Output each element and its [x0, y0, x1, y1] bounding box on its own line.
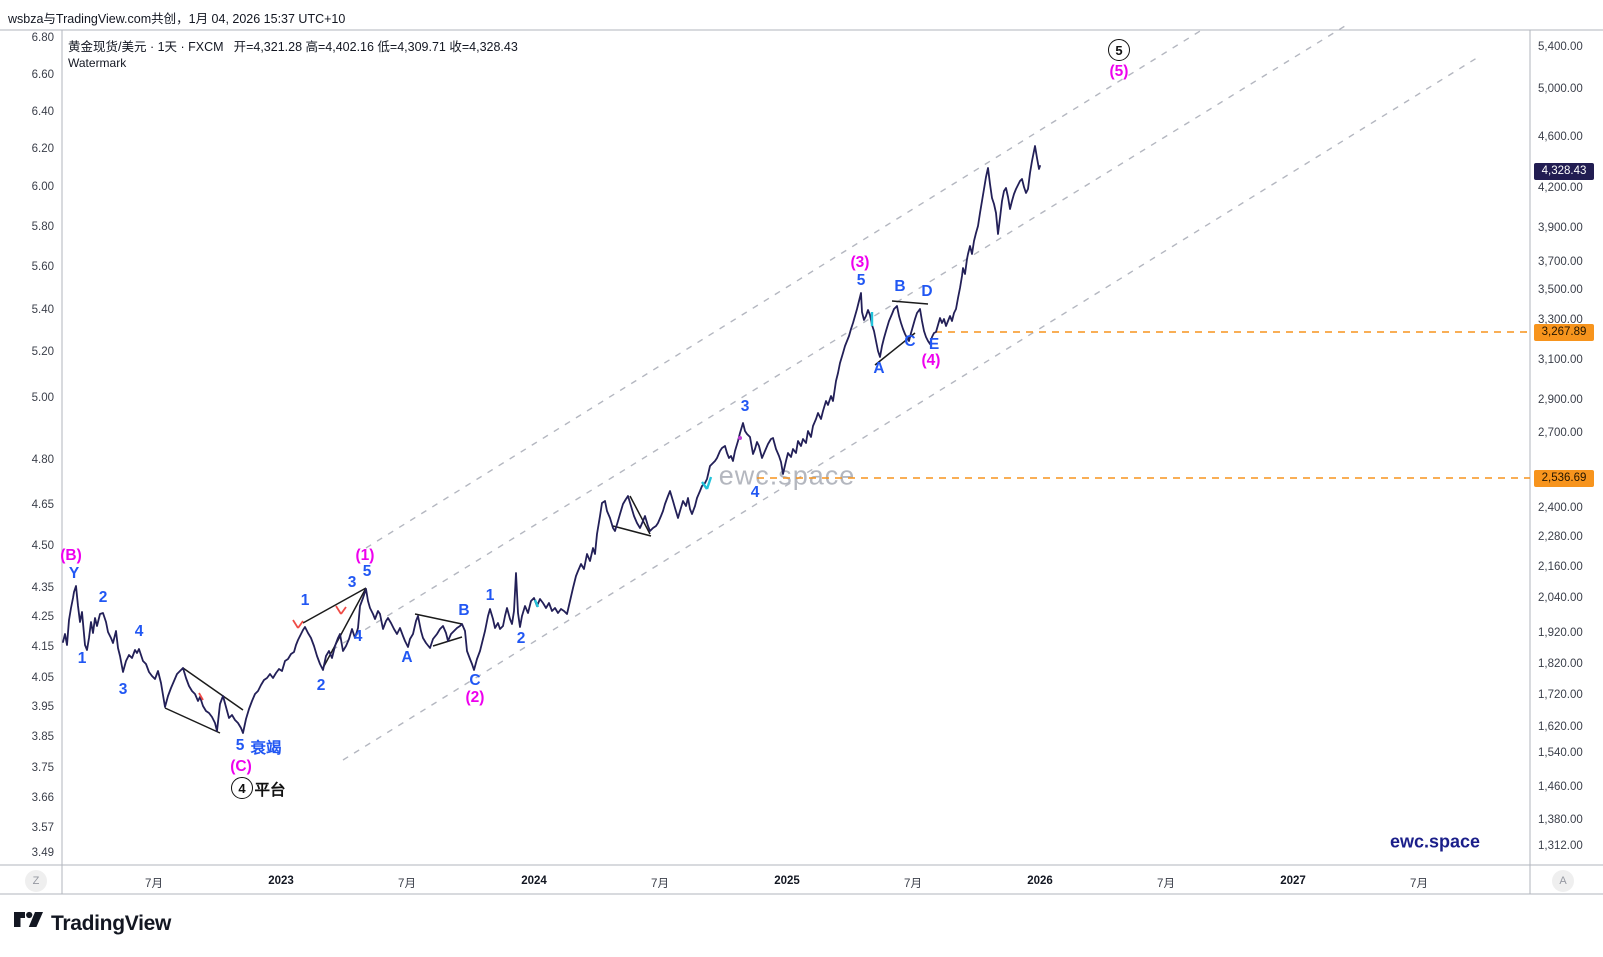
left-axis-tick: 3.85 [31, 731, 54, 743]
left-axis-tick: 4.80 [31, 454, 54, 466]
right-axis-tick: 1,540.00 [1538, 747, 1583, 759]
left-axis-tick: 6.80 [31, 32, 54, 44]
time-axis-tick: 2026 [1027, 875, 1053, 887]
red-candle-mark [292, 619, 299, 629]
red-candle-mark [297, 620, 304, 629]
right-axis-tick: 2,040.00 [1538, 592, 1583, 604]
time-axis-tick: 7月 [1410, 878, 1428, 890]
trend-channel-dashed-line[interactable] [331, 25, 1346, 651]
right-axis-tick: 3,100.00 [1538, 354, 1583, 366]
time-axis-tick: 2023 [268, 875, 294, 887]
left-axis-tick: 4.50 [31, 540, 54, 552]
cyan-candle-mark [533, 599, 540, 608]
right-axis-tick: 3,700.00 [1538, 256, 1583, 268]
right-axis-tick: 5,400.00 [1538, 41, 1583, 53]
left-axis-tick: 3.57 [31, 822, 54, 834]
right-axis-tick: 1,620.00 [1538, 721, 1583, 733]
right-axis-tick: 5,000.00 [1538, 83, 1583, 95]
right-axis-tick: 3,900.00 [1538, 222, 1583, 234]
right-axis-tick: 1,720.00 [1538, 689, 1583, 701]
tradingview-logo-text: TradingView [51, 911, 172, 935]
time-axis-tick: 7月 [398, 878, 416, 890]
right-axis-tick: 3,300.00 [1538, 314, 1583, 326]
left-axis-tick: 6.40 [31, 106, 54, 118]
tradingview-logo-icon [13, 908, 43, 939]
price-series-line[interactable] [62, 145, 1041, 734]
left-axis-tick: 5.40 [31, 304, 54, 316]
left-axis-tick: 4.65 [31, 499, 54, 511]
right-axis-tick: 1,460.00 [1538, 781, 1583, 793]
pattern-trend-line[interactable] [164, 707, 221, 734]
left-axis-tick: 3.66 [31, 792, 54, 804]
time-axis-tick: 7月 [145, 878, 163, 890]
left-axis-tick: 3.49 [31, 847, 54, 859]
left-axis-tick: 4.35 [31, 582, 54, 594]
left-axis-tick: 5.80 [31, 221, 54, 233]
pattern-trend-line[interactable] [414, 613, 463, 625]
left-axis-tick: 4.15 [31, 641, 54, 653]
pattern-trend-line[interactable] [891, 300, 929, 305]
right-axis-tick: 2,900.00 [1538, 394, 1583, 406]
left-axis-tick: 5.20 [31, 346, 54, 358]
right-axis-tick: 4,200.00 [1538, 182, 1583, 194]
red-candle-mark [335, 605, 342, 615]
cyan-candle-mark [705, 476, 713, 490]
right-axis-tick: 2,160.00 [1538, 561, 1583, 573]
right-axis-tick: 1,312.00 [1538, 840, 1583, 852]
left-axis-tick: 5.60 [31, 261, 54, 273]
right-axis-tick: 3,500.00 [1538, 284, 1583, 296]
tradingview-logo[interactable]: TradingView [13, 908, 171, 939]
left-axis-tick: 4.25 [31, 611, 54, 623]
left-axis-tick: 6.60 [31, 69, 54, 81]
left-axis-tick: 3.75 [31, 762, 54, 774]
left-axis-tick: 5.00 [31, 392, 54, 404]
pattern-trend-line[interactable] [612, 525, 652, 537]
left-axis-tick: 6.20 [31, 143, 54, 155]
time-axis-tick: 7月 [651, 878, 669, 890]
right-axis-tick: 1,820.00 [1538, 658, 1583, 670]
time-axis-tick: 2027 [1280, 875, 1306, 887]
right-axis-tick: 2,400.00 [1538, 502, 1583, 514]
time-axis-tick: 2025 [774, 875, 800, 887]
right-axis-tick: 1,380.00 [1538, 814, 1583, 826]
left-axis-tick: 6.00 [31, 181, 54, 193]
timezone-button[interactable]: Z [25, 870, 47, 892]
right-axis-tick: 1,920.00 [1538, 627, 1583, 639]
pattern-trend-line[interactable] [182, 667, 244, 711]
pattern-trend-line[interactable] [629, 495, 651, 535]
auto-scale-button[interactable]: A [1552, 870, 1574, 892]
pattern-trend-line[interactable] [302, 587, 367, 624]
magenta-candle-mark [738, 436, 742, 440]
time-axis-tick: 7月 [904, 878, 922, 890]
right-axis-tick: 2,700.00 [1538, 427, 1583, 439]
right-axis-tick: 4,600.00 [1538, 131, 1583, 143]
red-candle-mark [340, 606, 347, 615]
pattern-trend-line[interactable] [874, 332, 916, 366]
left-axis-tick: 4.05 [31, 672, 54, 684]
left-axis-tick: 3.95 [31, 701, 54, 713]
symbol-title[interactable]: 黄金现货/美元 · 1天 · FXCM [68, 40, 224, 54]
trend-channel-dashed-line[interactable] [342, 55, 1481, 761]
time-axis-tick: 2024 [521, 875, 547, 887]
right-axis-tick: 2,280.00 [1538, 531, 1583, 543]
trend-channel-dashed-line[interactable] [365, 27, 1206, 549]
time-axis-tick: 7月 [1157, 878, 1175, 890]
red-candle-mark [198, 692, 204, 701]
attribution-text: wsbza与TradingView.com共创，1月 04, 2026 15:3… [8, 12, 346, 26]
